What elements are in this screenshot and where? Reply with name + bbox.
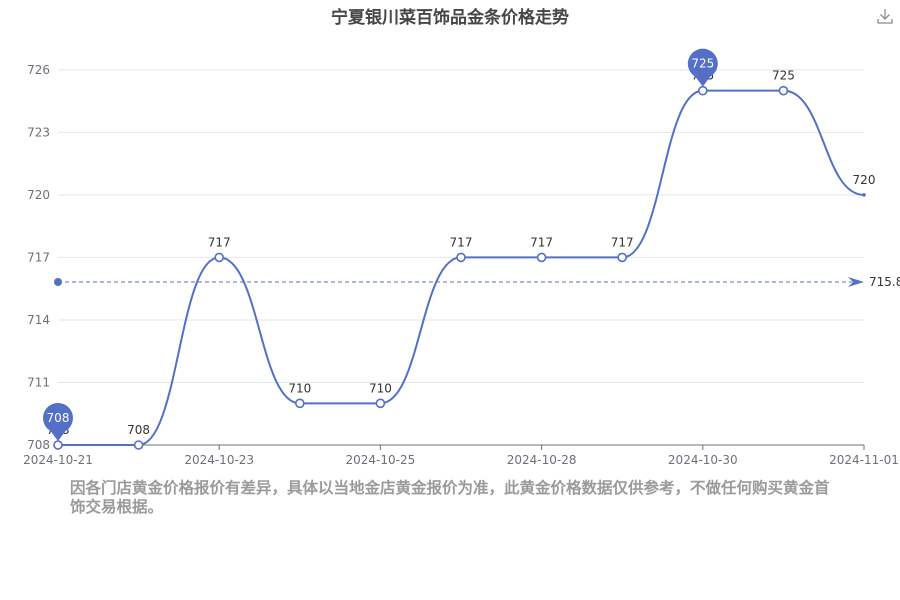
data-label: 725 [772, 69, 795, 83]
average-arrow [848, 277, 864, 288]
data-points [53, 85, 866, 450]
data-label: 717 [530, 235, 553, 249]
x-tick-label: 2024-10-28 [507, 453, 577, 467]
x-tick-label: 2024-11-01 [829, 453, 899, 467]
series [58, 89, 865, 447]
min-marker-label: 708 [47, 411, 70, 425]
y-tick-label: 708 [27, 438, 50, 452]
data-labels: 708708717710710717717717725725720 [47, 69, 876, 437]
data-point [53, 440, 63, 450]
max-marker-bubble [687, 48, 718, 79]
data-label: 708 [127, 423, 150, 437]
data-label: 710 [288, 381, 311, 395]
data-point [375, 398, 386, 409]
x-tick-label: 2024-10-21 [23, 453, 93, 467]
data-point [456, 252, 466, 263]
average-line: 715.8 [54, 275, 900, 289]
y-tick-label: 711 [27, 375, 50, 389]
data-label: 717 [208, 235, 231, 249]
y-tick-label: 717 [27, 250, 50, 264]
min-marker-bubble [43, 403, 73, 433]
data-point [862, 193, 866, 197]
data-label: 720 [853, 173, 876, 187]
data-point [294, 398, 305, 409]
extreme-markers: 725 708 [43, 48, 718, 441]
axes: 708 711 714 717 720 723 726 2024-10-21 2024-10-2… [23, 63, 899, 467]
data-point [617, 252, 628, 263]
y-tick-label: 720 [27, 188, 50, 202]
data-point [133, 440, 144, 450]
data-point [536, 252, 547, 263]
line-chart: 708 711 714 717 720 723 726 2024-10-21 2024-10-2… [23, 48, 900, 467]
chart-title: 宁夏银川菜百饰品金条价格走势 [331, 8, 569, 28]
grid-lines [58, 69, 864, 383]
data-label: 717 [450, 235, 473, 249]
disclaimer-text: 因各门店黄金价格报价有差异，具体以当地金店黄金报价为准，此黄金价格数据仅供参考，… [70, 479, 830, 516]
data-point [214, 252, 224, 263]
y-tick-label: 726 [27, 63, 50, 77]
y-tick-label: 714 [27, 313, 50, 327]
x-tick-label: 2024-10-25 [346, 453, 416, 467]
data-point [778, 85, 789, 96]
x-tick-label: 2024-10-30 [668, 453, 738, 467]
data-point [697, 85, 708, 96]
y-tick-label: 723 [27, 125, 50, 139]
data-label: 717 [611, 235, 634, 249]
data-label: 710 [369, 381, 392, 395]
download-icon[interactable] [876, 7, 894, 25]
x-tick-label: 2024-10-23 [184, 453, 254, 467]
max-marker-label: 725 [691, 57, 714, 71]
average-label: 715.8 [869, 275, 900, 289]
series-line [58, 89, 865, 447]
